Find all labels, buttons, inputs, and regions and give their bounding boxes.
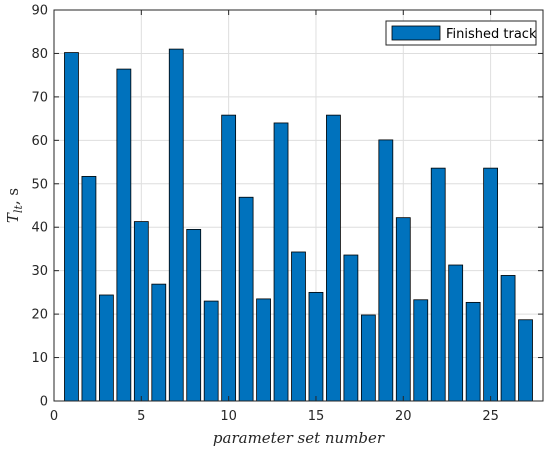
bar <box>465 301 481 402</box>
legend-swatch <box>391 25 441 41</box>
bar <box>81 175 97 402</box>
bar <box>483 167 498 402</box>
bar <box>518 319 533 402</box>
bar <box>500 275 516 402</box>
y-tick-label: 0 <box>40 395 48 410</box>
bar <box>413 299 429 402</box>
bar <box>273 122 289 402</box>
x-tick-label: 10 <box>220 409 237 424</box>
y-tick-label: 70 <box>31 90 48 105</box>
x-tick-label: 0 <box>50 409 58 424</box>
bar <box>221 114 237 402</box>
x-tick-label: 20 <box>395 409 412 424</box>
x-axis-label: parameter set number <box>213 429 385 447</box>
y-tick-label: 60 <box>31 134 48 149</box>
y-tick-label: 90 <box>31 4 48 19</box>
bar <box>168 48 184 402</box>
bar <box>64 52 79 402</box>
bar <box>308 291 324 402</box>
bar <box>151 283 167 402</box>
axes-box <box>53 9 544 402</box>
x-tick-label: 5 <box>137 409 145 424</box>
y-axis-label: Tlt, s <box>4 188 25 223</box>
y-axis-label-subscript: lt <box>12 205 25 214</box>
bar <box>256 298 271 402</box>
x-tick-label: 15 <box>308 409 325 424</box>
legend: Finished track <box>385 20 537 46</box>
bar <box>291 251 306 402</box>
y-tick-label: 20 <box>31 308 48 323</box>
y-tick-label: 30 <box>31 264 48 279</box>
bar <box>448 264 464 402</box>
bar <box>116 68 132 402</box>
bar <box>133 221 149 402</box>
bar <box>203 300 219 402</box>
y-axis-label-symbol: T <box>4 212 22 223</box>
bars <box>64 48 533 402</box>
y-tick-label: 50 <box>31 177 48 192</box>
y-axis-label-unit: , s <box>4 188 22 205</box>
bar <box>326 114 341 402</box>
y-tick-label: 80 <box>31 47 48 62</box>
legend-label: Finished track <box>446 27 537 42</box>
y-tick-label: 40 <box>31 221 48 236</box>
x-tick-label: 25 <box>482 409 499 424</box>
bar <box>99 294 114 402</box>
y-tick-label: 10 <box>31 351 48 366</box>
bar <box>430 167 446 402</box>
bar <box>186 228 202 402</box>
ticks: 0 10 20 30 40 50 60 70 80 90 0 5 10 15 20 25 <box>31 4 543 424</box>
legend-box <box>385 20 537 46</box>
bar <box>395 217 411 402</box>
bar <box>343 254 359 402</box>
bar <box>238 196 254 402</box>
bar <box>378 139 394 402</box>
bar <box>360 314 376 402</box>
